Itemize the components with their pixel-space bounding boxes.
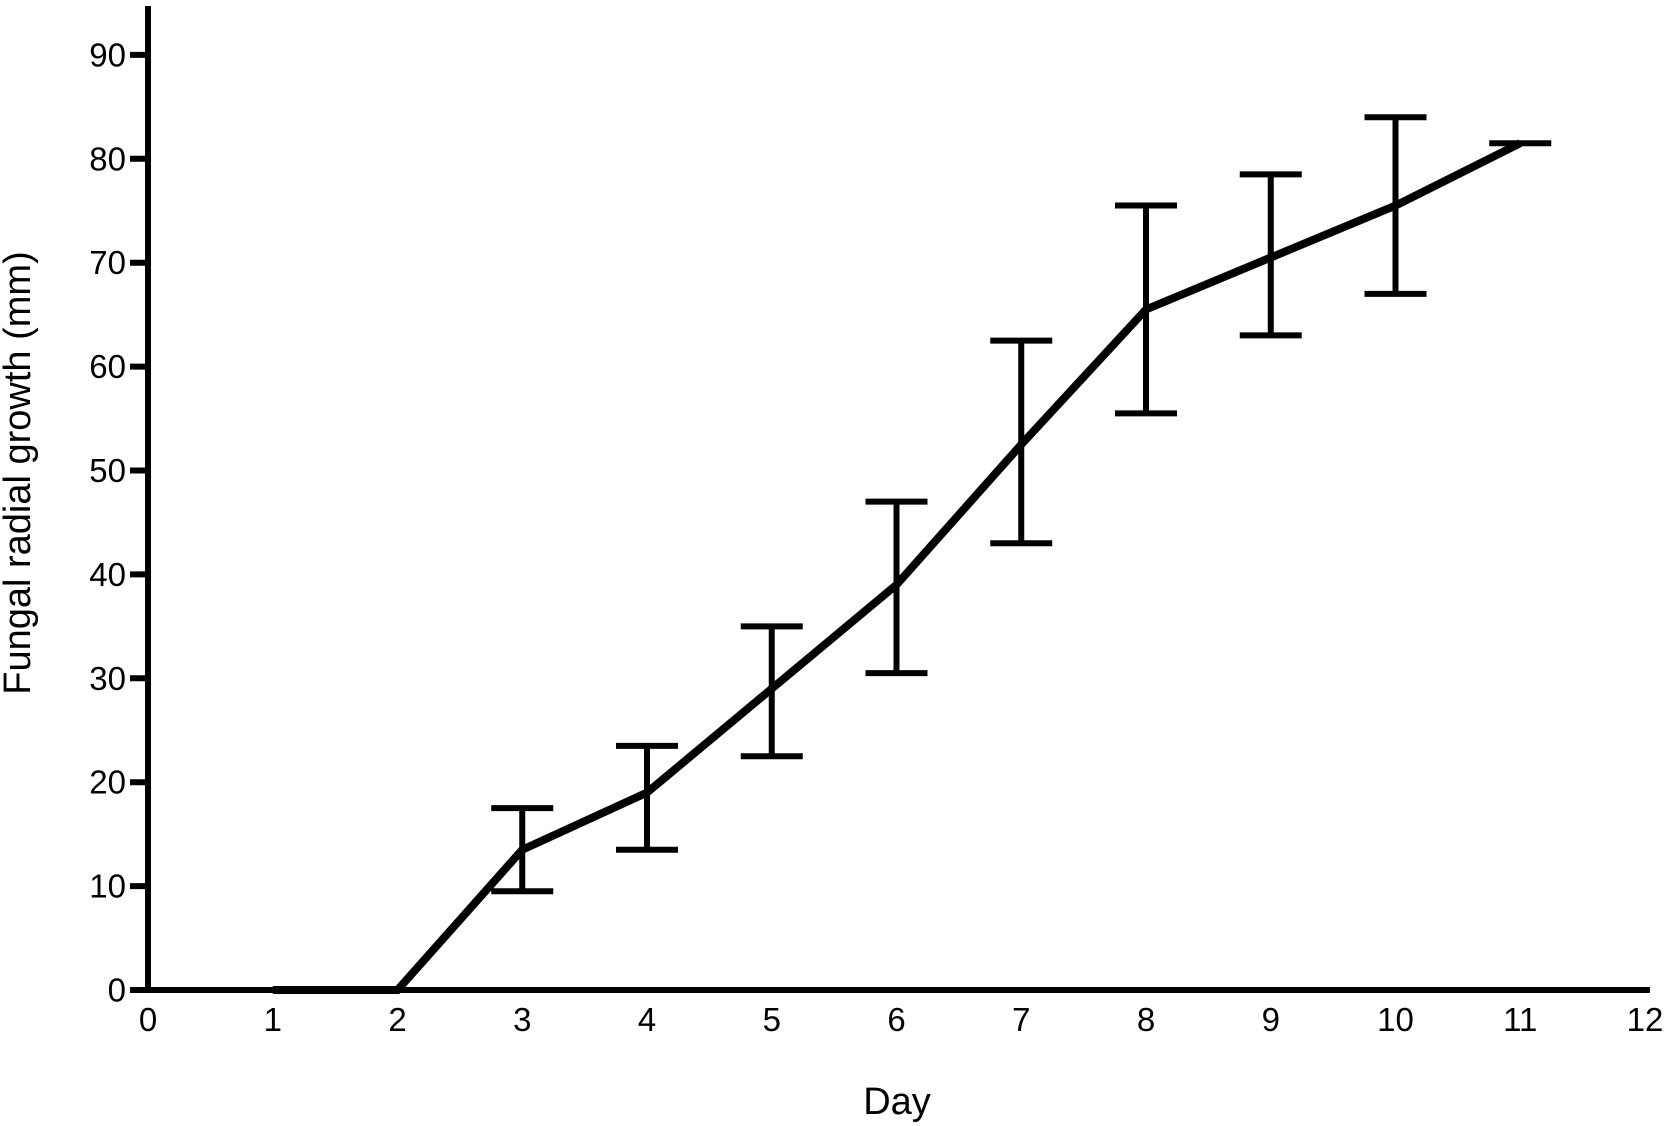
x-axis-title: Day — [863, 1081, 931, 1123]
y-tick-label: 10 — [89, 868, 126, 905]
y-tick-label: 50 — [89, 452, 126, 489]
x-tick-label: 12 — [1627, 1001, 1664, 1038]
x-tick-label: 2 — [388, 1001, 406, 1038]
y-tick-label: 40 — [89, 556, 126, 593]
x-tick-label: 5 — [763, 1001, 781, 1038]
y-tick-label: 70 — [89, 244, 126, 281]
x-tick-label: 10 — [1377, 1001, 1414, 1038]
x-tick-label: 8 — [1137, 1001, 1155, 1038]
x-tick-label: 9 — [1262, 1001, 1280, 1038]
x-tick-label: 11 — [1503, 1001, 1537, 1038]
y-tick-label: 90 — [89, 36, 126, 73]
y-tick-label: 60 — [89, 348, 126, 385]
x-tick-label: 6 — [887, 1001, 905, 1038]
y-tick-label: 0 — [108, 972, 126, 1009]
x-tick-label: 7 — [1012, 1001, 1030, 1038]
x-tick-label: 4 — [638, 1001, 656, 1038]
x-tick-label: 1 — [264, 1001, 282, 1038]
x-tick-label: 3 — [513, 1001, 531, 1038]
x-tick-label: 0 — [139, 1001, 157, 1038]
y-tick-label: 20 — [89, 764, 126, 801]
y-tick-label: 30 — [89, 660, 126, 697]
y-tick-label: 80 — [89, 140, 126, 177]
data-line — [272, 139, 1523, 994]
y-axis-title: Fungal radial growth (mm) — [0, 251, 39, 694]
